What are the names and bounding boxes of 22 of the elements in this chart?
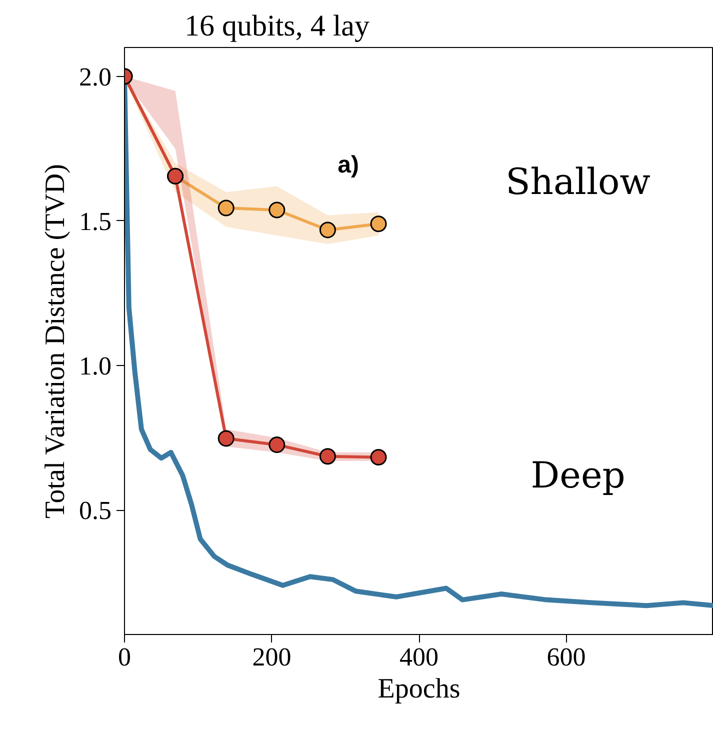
point bbox=[218, 200, 234, 216]
annotation: a) bbox=[338, 151, 359, 178]
y-tick-label: 2.0 bbox=[79, 62, 112, 92]
y-axis-title: Total Variation Distance (TVD) bbox=[40, 164, 71, 518]
y-tick-label: 0.5 bbox=[79, 496, 112, 526]
point bbox=[268, 202, 286, 218]
point bbox=[319, 448, 336, 465]
point bbox=[370, 449, 387, 466]
x-axis-title: Epochs bbox=[378, 674, 460, 704]
annotation: Deep bbox=[530, 456, 626, 497]
x-tick-label: 0 bbox=[118, 642, 131, 672]
point bbox=[370, 216, 387, 232]
x-tick-label: 600 bbox=[546, 642, 586, 672]
point bbox=[319, 222, 336, 238]
x-tick-label: 200 bbox=[252, 642, 292, 672]
y-tick-label: 1.5 bbox=[79, 207, 112, 236]
point bbox=[218, 430, 234, 447]
chart-title: 16 qubits, 4 lay bbox=[184, 10, 370, 42]
annotation: Shallow bbox=[506, 162, 651, 204]
y-tick-label: 1.0 bbox=[79, 352, 112, 381]
x-tick-label: 400 bbox=[400, 642, 438, 672]
point bbox=[268, 436, 286, 454]
